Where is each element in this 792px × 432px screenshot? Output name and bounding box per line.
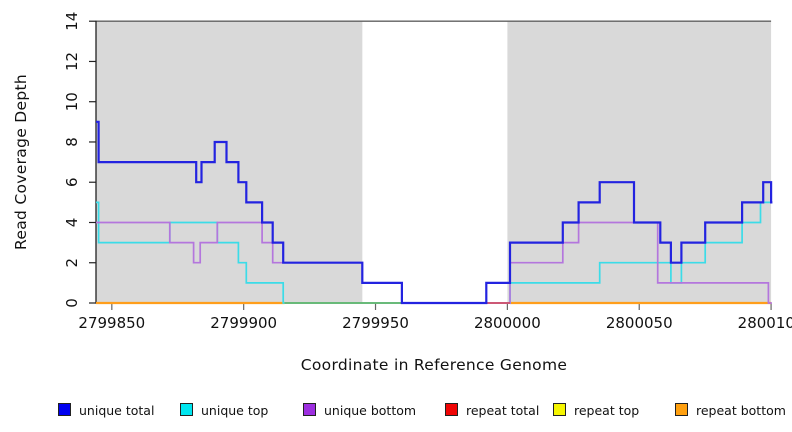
- legend-label: repeat top: [574, 403, 640, 418]
- legend-label: repeat total: [466, 403, 540, 418]
- legend: unique total unique top unique bottom re…: [0, 400, 792, 422]
- legend-label: repeat bottom: [696, 403, 786, 418]
- y-tick-label: 6: [63, 177, 81, 187]
- legend-item-unique-bottom: unique bottom: [303, 400, 416, 418]
- legend-label: unique top: [201, 403, 269, 418]
- legend-swatch-unique-total: [58, 403, 71, 416]
- x-tick-label: 2800100: [738, 314, 792, 332]
- x-tick-label: 2799850: [78, 314, 145, 332]
- x-tick-label: 2799900: [210, 314, 277, 332]
- legend-item-repeat-top: repeat top: [553, 400, 639, 418]
- x-tick-label: 2799950: [342, 314, 409, 332]
- y-tick-label: 4: [63, 218, 81, 228]
- legend-swatch-repeat-bottom: [675, 403, 688, 416]
- legend-item-unique-total: unique total: [58, 400, 154, 418]
- y-tick-label: 2: [63, 258, 81, 268]
- x-tick-label: 2800050: [606, 314, 673, 332]
- legend-label: unique bottom: [324, 403, 417, 418]
- legend-swatch-unique-top: [180, 403, 193, 416]
- legend-label: unique total: [79, 403, 155, 418]
- x-axis-title: Coordinate in Reference Genome: [300, 356, 568, 374]
- x-tick-label: 2800000: [474, 314, 541, 332]
- legend-swatch-unique-bottom: [303, 403, 316, 416]
- legend-item-unique-top: unique top: [180, 400, 268, 418]
- legend-swatch-repeat-top: [553, 403, 566, 416]
- y-tick-label: 10: [63, 92, 81, 111]
- plot-area: 0 2 4 6 8 10 12 14 2799850 2799900 2799950 2800000 2…: [63, 12, 792, 332]
- legend-item-repeat-bottom: repeat bottom: [675, 400, 786, 418]
- y-tick-label: 14: [63, 12, 81, 31]
- legend-item-repeat-total: repeat total: [445, 400, 539, 418]
- y-axis-title: Read Coverage Depth: [12, 74, 30, 250]
- y-tick-label: 12: [63, 52, 81, 71]
- shaded-region: [507, 21, 772, 303]
- y-tick-label: 8: [63, 137, 81, 147]
- y-tick-label: 0: [63, 298, 81, 308]
- legend-swatch-repeat-total: [445, 403, 458, 416]
- series-line-unique-total: [96, 120, 773, 305]
